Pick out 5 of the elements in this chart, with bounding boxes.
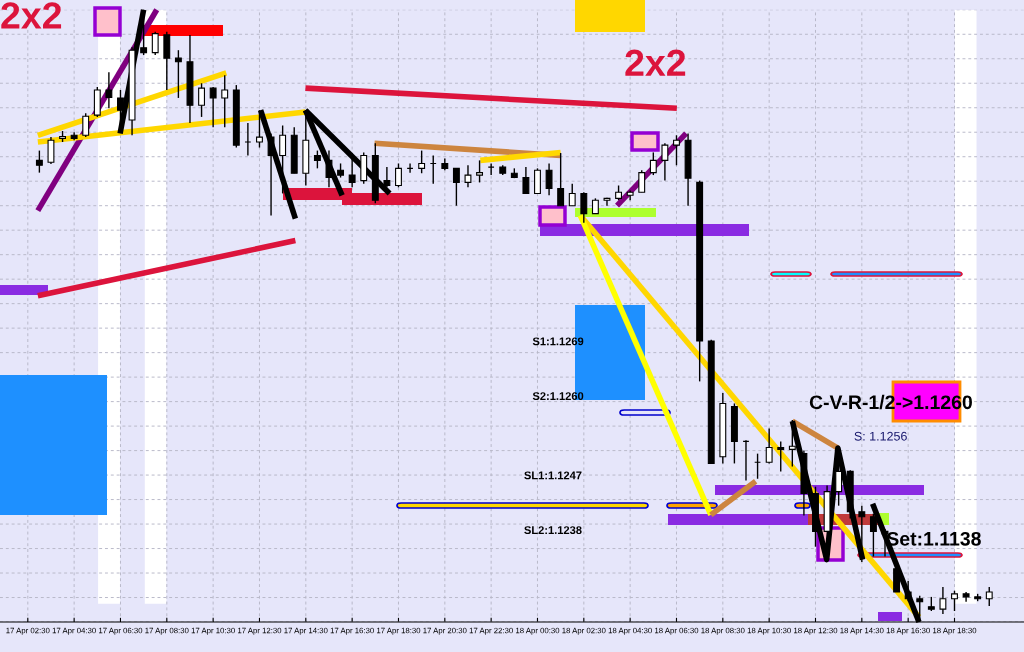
annotation: S: 1.1256 [854,431,907,441]
annotation: 2x2 [1,2,62,29]
annotation: SL2:1.1238 [524,526,582,535]
annotation: SL1:1.1247 [524,471,582,480]
annotation: 2x2 [625,49,686,76]
